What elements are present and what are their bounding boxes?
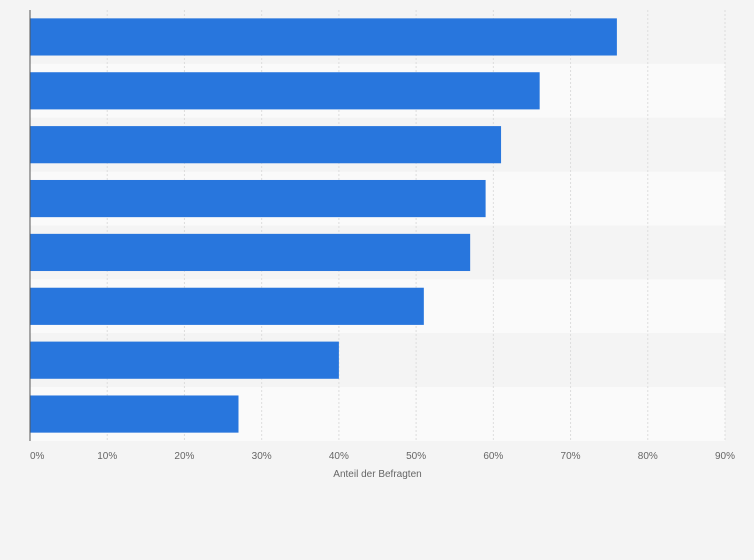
- x-axis-ticks: 0% 10% 20% 30% 40% 50% 60% 70% 80% 90%: [30, 451, 735, 462]
- x-tick-label: 40%: [329, 451, 349, 462]
- bar: [30, 18, 617, 56]
- bar: [30, 126, 502, 164]
- x-tick-label: 30%: [252, 451, 272, 462]
- x-tick-label: 70%: [561, 451, 581, 462]
- x-tick-label: 20%: [174, 451, 194, 462]
- x-tick-label: 0%: [30, 451, 45, 462]
- bar: [30, 395, 239, 433]
- bars: [30, 18, 617, 433]
- x-tick-label: 10%: [97, 451, 117, 462]
- bar: [30, 233, 471, 272]
- x-tick-label: 50%: [406, 451, 426, 462]
- bar: [30, 72, 540, 110]
- bar: [30, 179, 486, 218]
- x-tick-label: 80%: [638, 451, 658, 462]
- x-axis-title: Anteil der Befragten: [333, 469, 421, 480]
- x-tick-label: 90%: [715, 451, 735, 462]
- bar: [30, 287, 424, 325]
- bar: [30, 341, 339, 379]
- x-tick-label: 60%: [483, 451, 503, 462]
